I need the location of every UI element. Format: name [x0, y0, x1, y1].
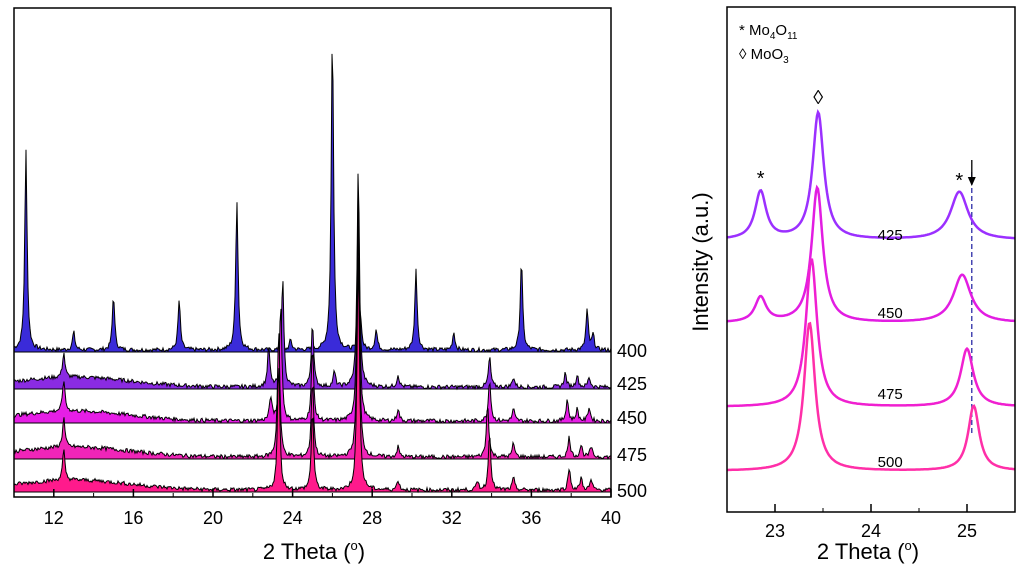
left-x-tick-label: 20: [203, 508, 223, 528]
left-x-tick-label: 28: [362, 508, 382, 528]
left-xrd-chart: 12 16 20 24 28 32 36 40 400 425 450 475 500 2 Theta…: [13, 7, 647, 564]
right-series-line-500: [727, 321, 1016, 472]
peak-marker-2: *: [955, 170, 963, 192]
right-series-label-475: 475: [878, 386, 903, 403]
right-series-line-450: [726, 184, 1016, 323]
right-series-label-500: 500: [878, 454, 903, 471]
peak-marker-1: *: [757, 168, 765, 190]
left-x-tick-label: 36: [521, 508, 541, 528]
arrow-down-icon: [967, 177, 976, 186]
left-series-fill-475: [14, 225, 611, 459]
right-series-label-425: 425: [878, 227, 903, 244]
left-x-tick-label: 32: [442, 508, 462, 528]
left-series-line-425: [14, 173, 612, 391]
left-series-fill-425: [14, 173, 611, 389]
right-plot-frame: [726, 6, 1016, 513]
legend-entry-moo3: ◊ MoO3: [739, 46, 789, 66]
left-series-line-475: [13, 225, 612, 460]
left-series-fill-400: [14, 53, 611, 353]
left-plot-frame: [13, 7, 612, 498]
left-series-label-400: 400: [617, 341, 647, 361]
left-series-label-425: 425: [617, 374, 647, 394]
peak-marker-0: ◊: [813, 87, 823, 109]
left-series-fill-500: [14, 257, 611, 492]
right-y-axis-label: Intensity (a.u.): [688, 192, 713, 331]
right-x-axis-label: 2 Theta (o): [817, 538, 919, 564]
left-x-tick-label: 16: [123, 508, 143, 528]
left-series-line-450: [13, 195, 612, 424]
left-x-tick-label: 12: [44, 508, 64, 528]
right-series-label-450: 450: [878, 305, 903, 322]
legend-entry-mo4o11: * Mo4O11: [739, 22, 798, 42]
left-series-label-475: 475: [617, 445, 647, 465]
left-series-fill-450: [14, 195, 611, 423]
left-x-tick-label: 24: [283, 508, 303, 528]
right-x-tick-label: 23: [765, 521, 785, 541]
right-x-tick-label: 25: [957, 521, 977, 541]
left-x-tick-label: 40: [601, 508, 621, 528]
right-series-line-425: [726, 108, 1016, 240]
right-x-tick-label: 24: [861, 521, 881, 541]
left-series-line-500: [13, 257, 612, 494]
left-x-axis-label: 2 Theta (o): [263, 538, 365, 564]
right-series-line-475: [727, 258, 1016, 408]
left-series-label-500: 500: [617, 481, 647, 501]
right-legend: * Mo4O11 ◊ MoO3: [739, 22, 798, 66]
left-series-label-450: 450: [617, 408, 647, 428]
